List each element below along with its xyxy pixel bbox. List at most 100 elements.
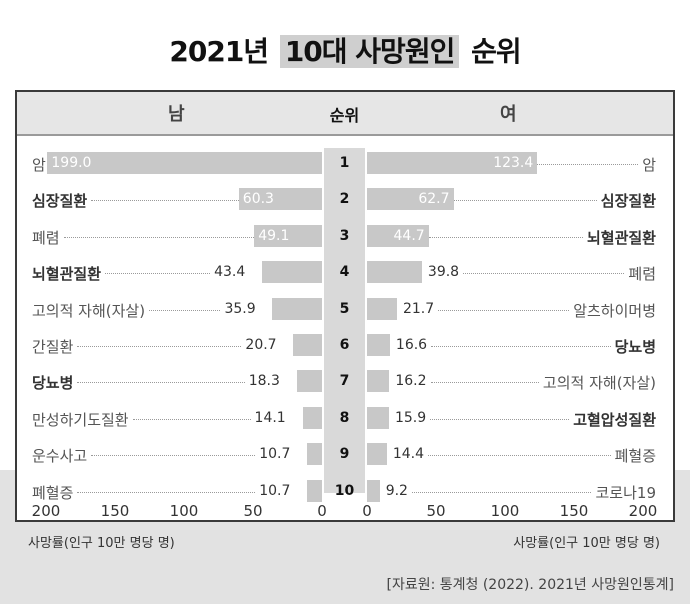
male-bar xyxy=(262,261,322,284)
male-cause-label: 고의적 자해(자살) xyxy=(32,301,146,320)
female-bar xyxy=(367,261,422,284)
axis-tick-right: 0 xyxy=(362,502,372,520)
axis-unit-right: 사망률(인구 10만 명당 명) xyxy=(513,536,660,551)
male-bar xyxy=(307,479,322,502)
female-leader-line xyxy=(430,418,570,420)
male-leader-line xyxy=(91,455,256,457)
female-leader-line xyxy=(428,455,611,457)
rank-number: 4 xyxy=(339,264,350,281)
female-cause-label: 폐혈증 xyxy=(614,447,656,466)
rank-number: 7 xyxy=(339,373,350,390)
rank-number: 5 xyxy=(339,300,350,317)
female-leader-line xyxy=(411,491,592,493)
female-bar xyxy=(367,188,454,211)
male-bar xyxy=(307,443,322,466)
male-cause-label: 뇌혈관질환 xyxy=(32,265,102,284)
female-leader-line xyxy=(453,200,597,202)
male-leader-line xyxy=(63,236,255,238)
female-value: 9.2 xyxy=(385,482,408,499)
female-value: 16.2 xyxy=(395,373,427,390)
title-year: 2021년 xyxy=(169,35,269,68)
male-value: 43.4 xyxy=(214,264,246,281)
header-rank: 순위 xyxy=(329,106,360,125)
male-value: 199.0 xyxy=(51,155,92,171)
header-male: 남 xyxy=(168,104,185,125)
header-band xyxy=(17,92,673,136)
female-value: 123.4 xyxy=(493,155,534,171)
male-bar xyxy=(302,406,322,429)
rank-number: 1 xyxy=(339,155,350,171)
rank-number: 10 xyxy=(334,482,355,499)
male-value: 10.7 xyxy=(259,446,291,463)
male-cause-label: 당뇨병 xyxy=(32,374,74,393)
title-suffix: 순위 xyxy=(471,35,522,68)
male-value: 18.3 xyxy=(248,373,280,390)
male-bar xyxy=(293,334,322,356)
male-value: 35.9 xyxy=(224,300,256,317)
axis-tick-left: 200 xyxy=(31,502,61,520)
male-bar xyxy=(238,188,322,211)
chart-title: 2021년 10대 사망원인 순위 xyxy=(0,30,690,70)
male-cause-label: 폐렴 xyxy=(32,228,60,247)
rank-number: 2 xyxy=(339,191,350,208)
axis-tick-left: 150 xyxy=(100,502,130,520)
axis-tick-right: 200 xyxy=(628,502,658,520)
female-bar xyxy=(367,406,389,429)
male-bar xyxy=(272,297,322,320)
male-leader-line xyxy=(105,273,211,275)
female-value: 15.9 xyxy=(394,409,427,426)
axis-tick-right: 150 xyxy=(559,502,589,520)
female-cause-label: 코로나19 xyxy=(595,483,657,502)
female-leader-line xyxy=(438,309,570,311)
axis-tick-left: 50 xyxy=(243,502,263,520)
female-cause-label: 고의적 자해(자살) xyxy=(542,374,656,393)
rank-column xyxy=(324,148,365,493)
female-value: 39.8 xyxy=(427,264,460,281)
rank-number: 3 xyxy=(339,227,350,244)
male-cause-label: 간질환 xyxy=(32,338,74,356)
female-cause-label: 폐렴 xyxy=(628,265,656,284)
header-female: 여 xyxy=(500,104,517,125)
axis-tick-left: 0 xyxy=(317,502,327,520)
axis-tick-right: 50 xyxy=(426,502,446,520)
female-value: 14.4 xyxy=(392,446,425,463)
female-bar xyxy=(367,297,397,320)
rank-number: 8 xyxy=(339,409,350,426)
female-value: 16.6 xyxy=(395,337,428,353)
female-leader-line xyxy=(430,382,539,384)
female-cause-label: 알츠하이머병 xyxy=(573,301,656,320)
male-value: 60.3 xyxy=(242,191,274,208)
female-leader-line xyxy=(431,346,611,347)
source-note: [자료원: 통계청 (2022). 2021년 사망원인통계] xyxy=(386,577,674,593)
female-cause-label: 심장질환 xyxy=(600,192,656,211)
male-bar xyxy=(254,224,322,247)
female-bar xyxy=(367,370,390,393)
male-cause-label: 만성하기도질환 xyxy=(32,410,129,429)
female-bar xyxy=(367,224,429,247)
female-value: 21.7 xyxy=(402,300,435,317)
female-leader-line xyxy=(463,273,625,275)
male-cause-label: 운수사고 xyxy=(32,447,88,466)
female-value: 62.7 xyxy=(418,191,450,208)
male-bar xyxy=(296,370,322,393)
female-cause-label: 뇌혈관질환 xyxy=(586,228,656,247)
female-leader-line xyxy=(537,164,639,165)
axis-unit-left: 사망률(인구 10만 명당 명) xyxy=(28,536,175,551)
axis-tick-left: 100 xyxy=(169,502,199,520)
male-leader-line xyxy=(149,309,221,311)
male-value: 14.1 xyxy=(254,409,286,426)
female-cause-label: 당뇨병 xyxy=(614,338,656,356)
male-leader-line xyxy=(132,418,251,420)
male-cause-label: 폐혈증 xyxy=(32,483,74,502)
male-value: 10.7 xyxy=(259,482,291,499)
title-highlight: 10대 사망원인 xyxy=(279,35,460,68)
female-cause-label: 고혈압성질환 xyxy=(573,410,656,429)
male-leader-line xyxy=(91,200,239,202)
female-value: 44.7 xyxy=(393,227,425,244)
female-cause-label: 암 xyxy=(642,156,656,174)
male-value: 49.1 xyxy=(258,227,290,244)
male-leader-line xyxy=(77,382,245,384)
female-bar xyxy=(367,334,390,356)
rank-number: 6 xyxy=(339,337,350,353)
axis-tick-right: 100 xyxy=(490,502,520,520)
